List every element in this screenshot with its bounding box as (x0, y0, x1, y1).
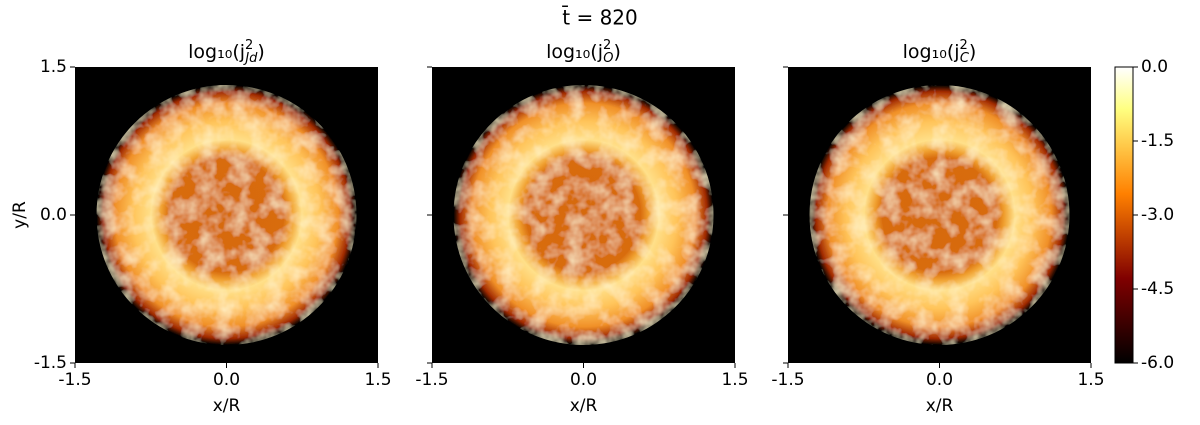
x-tick-label: -1.5 (58, 370, 91, 390)
colorbar-tick-label: 0.0 (1141, 57, 1168, 77)
colorbar-tick-label: -1.5 (1141, 131, 1174, 151)
title-sup: 2 (245, 38, 253, 53)
title-sub: C (960, 51, 970, 66)
y-tick-label: 0.0 (40, 205, 67, 225)
title-close: ) (969, 41, 976, 63)
y-tick-label: 1.5 (40, 57, 67, 77)
x-axis-label: x/R (570, 396, 598, 416)
colorbar-tick-label: -6.0 (1141, 353, 1174, 373)
x-tick-label: 0.0 (926, 370, 953, 390)
panel-title: log₁₀(j2 O) (546, 38, 621, 66)
current-density-disk (96, 85, 357, 345)
title-base: log₁₀(j (546, 41, 603, 63)
x-axis-label: x/R (926, 396, 954, 416)
x-tick-label: 0.0 (213, 370, 240, 390)
title-sub: Jd (242, 51, 258, 66)
x-axis-label: x/R (213, 396, 241, 416)
panel-title: log₁₀(j2 C) (903, 38, 977, 66)
x-tick-label: 1.5 (721, 370, 748, 390)
colorbar (1114, 66, 1134, 364)
title-sup: 2 (960, 38, 968, 53)
title-sub: O (603, 51, 613, 66)
title-close: ) (257, 41, 264, 63)
title-sup: 2 (603, 38, 611, 53)
title-base: log₁₀(j (903, 41, 960, 63)
x-tick-label: -1.5 (415, 370, 448, 390)
colorbar-tick-label: -3.0 (1141, 205, 1174, 225)
current-density-disk (453, 85, 714, 345)
suptitle: t̄ = 820 (562, 5, 638, 30)
x-tick-label: -1.5 (771, 370, 804, 390)
current-density-disk (809, 85, 1070, 345)
y-axis-label: y/R (10, 201, 30, 229)
x-tick-label: 1.5 (364, 370, 391, 390)
title-close: ) (613, 41, 620, 63)
panel-title: log₁₀(j2 Jd) (188, 38, 265, 66)
y-tick-label: -1.5 (34, 353, 67, 373)
title-base: log₁₀(j (188, 41, 245, 63)
x-tick-label: 1.5 (1077, 370, 1104, 390)
x-tick-label: 0.0 (570, 370, 597, 390)
colorbar-tick-label: -4.5 (1141, 279, 1174, 299)
